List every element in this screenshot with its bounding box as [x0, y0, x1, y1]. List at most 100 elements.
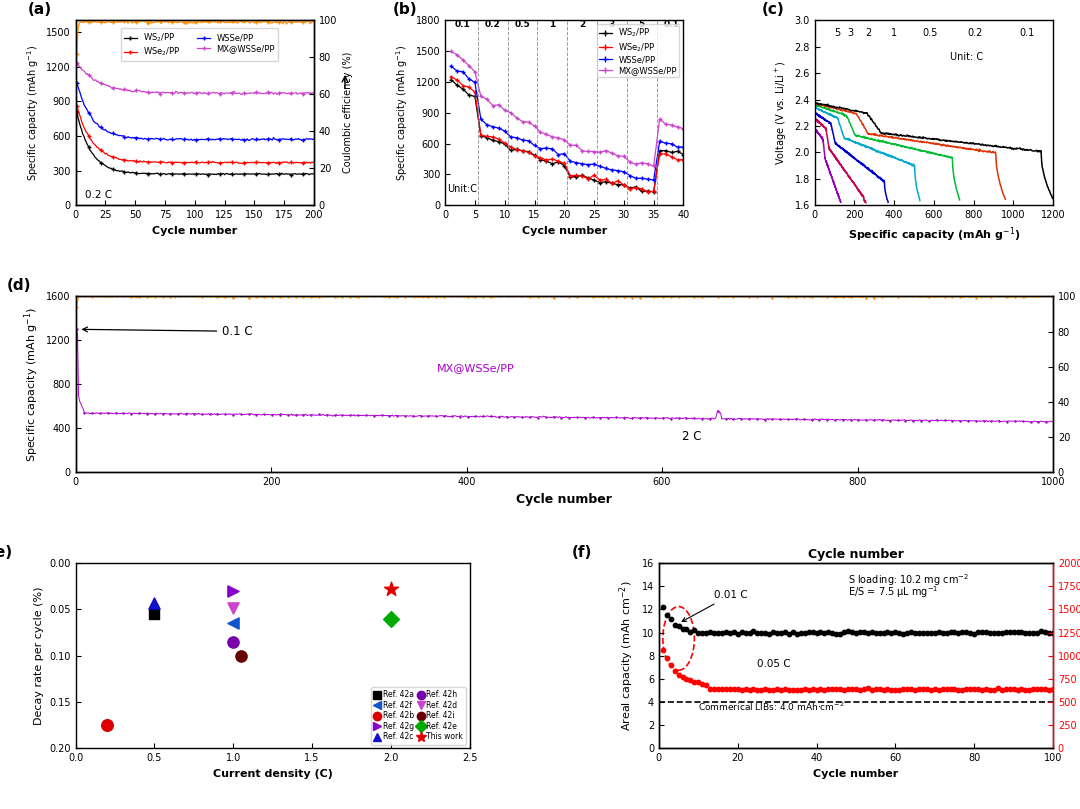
Point [891, 626, 908, 639]
Point [970, 626, 987, 639]
Text: 2: 2 [865, 28, 872, 38]
Point [954, 626, 971, 639]
Point [800, 684, 818, 697]
Y-axis label: Coulombic efficiency (%): Coulombic efficiency (%) [342, 52, 353, 173]
MX@WSSe/PP [84, 72, 97, 82]
Point [848, 626, 865, 639]
Point [1028, 626, 1045, 639]
Point [777, 683, 794, 696]
Point [705, 683, 723, 696]
Point [753, 627, 770, 640]
Point [836, 684, 853, 697]
Point [693, 677, 711, 690]
WS$_2$/PP [80, 138, 93, 147]
Point [966, 682, 983, 695]
WSe$_2$/PP [114, 155, 127, 164]
Line: WS$_2$/PP: WS$_2$/PP [75, 110, 316, 177]
Point [1009, 684, 1026, 697]
Text: 0.01 C: 0.01 C [683, 590, 747, 621]
X-axis label: Specific capacity (mAh g$^{-1}$): Specific capacity (mAh g$^{-1}$) [848, 226, 1021, 244]
Y-axis label: Voltage (V vs. Li/Li$^+$): Voltage (V vs. Li/Li$^+$) [773, 61, 788, 165]
Point [772, 683, 789, 696]
WSSe/PP [80, 104, 93, 113]
Point [922, 626, 940, 639]
Point [867, 626, 885, 639]
Point [1013, 682, 1030, 695]
Point [698, 626, 715, 639]
Title: Cycle number: Cycle number [808, 548, 904, 561]
Point [725, 683, 742, 696]
Point [879, 626, 896, 639]
Point [870, 682, 888, 695]
Point [717, 626, 734, 639]
Point [848, 683, 865, 696]
Point [670, 668, 687, 681]
Text: Unit: C: Unit: C [949, 52, 983, 62]
Point [772, 627, 789, 640]
MX@WSSe/PP [234, 90, 247, 100]
Point [879, 683, 896, 696]
Point [903, 625, 920, 638]
WSe$_2$/PP [288, 158, 301, 167]
Point [942, 625, 959, 638]
Point [994, 684, 1011, 697]
Point [784, 684, 801, 697]
Text: 5: 5 [638, 20, 645, 29]
Legend: WS$_2$/PP, WSe$_2$/PP, WSSe/PP, MX@WSSe/PP: WS$_2$/PP, WSe$_2$/PP, WSSe/PP, MX@WSSe/… [121, 28, 279, 61]
Point [859, 682, 876, 695]
Point [792, 626, 809, 639]
Point [713, 627, 730, 640]
Point [824, 627, 841, 640]
Point [937, 626, 955, 639]
Point [769, 626, 786, 639]
Point [733, 625, 751, 638]
MX@WSSe/PP [134, 86, 147, 95]
WS$_2$/PP [297, 169, 310, 179]
Point [1044, 626, 1062, 639]
Point [710, 626, 727, 639]
Point [870, 626, 888, 639]
Point [737, 626, 754, 639]
Point [784, 626, 801, 639]
Point [678, 622, 696, 635]
Point [899, 626, 916, 639]
WSe$_2$/PP [70, 101, 83, 111]
Point [970, 683, 987, 696]
Point [855, 626, 873, 639]
Point [1037, 625, 1054, 638]
Point [658, 608, 675, 621]
MX@WSSe/PP [288, 88, 301, 98]
Point [741, 683, 758, 696]
Point [891, 684, 908, 697]
Point [690, 626, 707, 639]
Text: 2: 2 [579, 20, 585, 29]
Point [225, 635, 242, 648]
Point [765, 684, 782, 697]
Point [915, 627, 932, 640]
Point [910, 627, 928, 640]
Point [832, 627, 849, 640]
Point [843, 626, 861, 639]
Text: 0.2 C: 0.2 C [85, 190, 112, 201]
Point [997, 683, 1014, 696]
Point [973, 683, 990, 696]
WSSe/PP [70, 78, 83, 88]
Point [788, 627, 806, 640]
Point [1028, 683, 1045, 696]
Point [867, 683, 885, 696]
X-axis label: Cycle number: Cycle number [516, 493, 612, 506]
X-axis label: Cycle number: Cycle number [813, 769, 899, 779]
WS$_2$/PP [308, 169, 321, 179]
Point [958, 683, 975, 696]
Point [927, 683, 944, 696]
WSSe/PP [296, 136, 309, 146]
Point [769, 683, 786, 696]
Point [733, 683, 751, 696]
Point [710, 683, 727, 696]
MX@WSSe/PP [80, 70, 93, 79]
Point [382, 612, 400, 625]
Text: 0.1: 0.1 [1020, 28, 1035, 38]
Point [781, 683, 798, 696]
Point [721, 626, 739, 639]
Y-axis label: Areal capacity (mAh cm$^{-2}$): Areal capacity (mAh cm$^{-2}$) [618, 580, 636, 731]
